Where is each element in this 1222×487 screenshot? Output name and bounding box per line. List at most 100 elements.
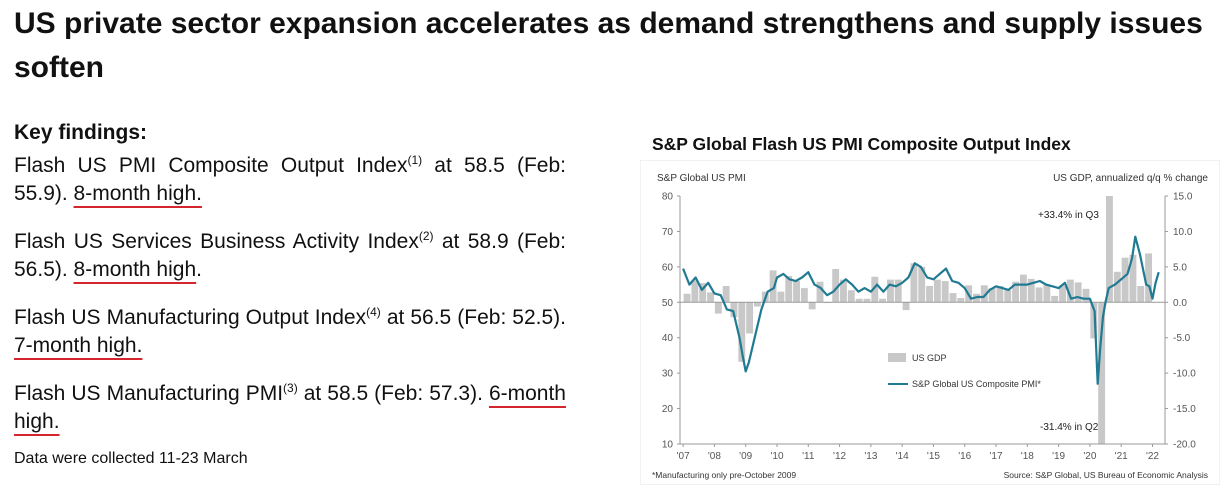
x-tick-label: '16 [958, 451, 971, 462]
gdp-bar [847, 290, 855, 303]
x-tick-label: '08 [708, 451, 721, 462]
x-tick-label: '13 [864, 451, 877, 462]
finding-highlight: 7-month high. [14, 334, 143, 357]
gdp-bar [1004, 290, 1012, 303]
gdp-bar [996, 285, 1004, 303]
finding-composite: Flash US PMI Composite Output Index(1) a… [14, 146, 566, 208]
finding-value: at 56.5 (Feb: 52.5). [380, 306, 566, 329]
key-findings-panel: Key findings: Flash US PMI Composite Out… [14, 120, 566, 468]
collection-note: Data were collected 11-23 March [14, 450, 248, 467]
gdp-bar [832, 268, 840, 303]
gdp-bar [894, 279, 902, 303]
gdp-bar [1090, 302, 1098, 339]
gdp-bar [918, 266, 926, 303]
right-tick-label: -15.0 [1173, 404, 1196, 415]
gdp-bar [808, 302, 816, 310]
gdp-bar [855, 298, 863, 303]
finding-manufacturing-output: Flash US Manufacturing Output Index(4) a… [14, 298, 566, 360]
x-tick-label: '17 [990, 451, 1003, 462]
annotation-q3: +33.4% in Q3 [1038, 210, 1099, 221]
finding-label: Flash US Manufacturing PMI [14, 382, 284, 405]
gdp-bar [926, 285, 933, 303]
gdp-bar [1059, 285, 1066, 303]
right-tick-label: 5.0 [1173, 262, 1187, 273]
x-tick-label: '21 [1115, 451, 1128, 462]
gdp-bar [738, 302, 746, 362]
left-tick-label: 20 [662, 404, 674, 415]
gdp-bar [1027, 278, 1035, 303]
left-tick-label: 40 [662, 333, 674, 344]
finding-highlight: 6-month high. [14, 382, 566, 433]
gdp-bar [1129, 254, 1137, 303]
gdp-bar [933, 279, 941, 303]
gdp-bar [785, 276, 793, 303]
gdp-bar [988, 288, 996, 303]
finding-value: at 58.5 (Feb: 55.9). [14, 154, 567, 205]
x-tick-label: '15 [927, 451, 940, 462]
gdp-bar [816, 281, 824, 303]
gdp-bar [1035, 287, 1043, 303]
right-tick-label: 0.0 [1173, 298, 1187, 309]
gdp-bar [754, 302, 761, 307]
gdp-bar [949, 293, 957, 303]
gdp-bar [746, 302, 754, 334]
x-tick-label: '20 [1083, 451, 1096, 462]
gdp-bar [1121, 257, 1129, 303]
gdp-bar [1043, 284, 1051, 303]
gdp-bar [683, 293, 691, 303]
gdp-bar [886, 279, 894, 303]
left-tick-label: 60 [662, 262, 674, 273]
right-tick-label: -5.0 [1173, 333, 1191, 344]
right-tick-label: -10.0 [1173, 369, 1196, 380]
x-tick-label: '12 [833, 451, 846, 462]
x-tick-label: '11 [802, 451, 815, 462]
x-tick-label: '19 [1052, 451, 1065, 462]
right-tick-label: 10.0 [1173, 227, 1193, 238]
left-tick-label: 30 [662, 369, 674, 380]
gdp-bar [714, 302, 722, 314]
right-tick-label: 15.0 [1173, 192, 1193, 203]
gdp-bar [1113, 271, 1121, 303]
legend-pmi-label: S&P Global US Composite PMI* [912, 379, 1041, 389]
x-tick-label: '10 [770, 451, 783, 462]
x-tick-label: '18 [1021, 451, 1034, 462]
right-tick-label: -20.0 [1173, 440, 1196, 451]
left-tick-label: 80 [662, 192, 674, 203]
gdp-bar [863, 298, 871, 303]
left-axis-label: S&P Global US PMI [657, 173, 746, 184]
key-findings-heading: Key findings: [14, 121, 148, 144]
gdp-bar [902, 302, 910, 311]
gdp-bar [941, 281, 949, 303]
gdp-bar [793, 281, 800, 303]
legend-gdp-label: US GDP [912, 353, 947, 363]
gdp-bar [1098, 302, 1106, 444]
left-tick-label: 10 [662, 440, 674, 451]
gdp-bars [683, 196, 1153, 444]
x-tick-label: '22 [1146, 451, 1159, 462]
x-tick-label: '07 [677, 451, 690, 462]
finding-highlight: 8-month high. [73, 182, 202, 205]
gdp-bar [730, 302, 738, 318]
finding-services: Flash US Services Business Activity Inde… [14, 229, 567, 281]
gdp-bar [1074, 282, 1082, 303]
left-tick-label: 70 [662, 227, 674, 238]
gdp-bar [980, 285, 988, 303]
gdp-bar [691, 280, 699, 303]
chart-legend: US GDP S&P Global US Composite PMI* [888, 353, 1041, 389]
gdp-bar [1137, 285, 1145, 303]
footnote-ref: (4) [366, 305, 381, 319]
pmi-chart: S&P Global US PMI US GDP, annualized q/q… [640, 160, 1220, 485]
gdp-bar [1066, 279, 1074, 303]
chart-axes: 80 70 60 50 40 30 20 10 15.0 10.0 5.0 0.0 -5.0 -10.0 -… [662, 192, 1196, 463]
gdp-bar [1051, 295, 1059, 303]
gdp-bar [910, 263, 918, 303]
chart-footnote: *Manufacturing only pre-October 2009 [652, 470, 796, 480]
gdp-bar [777, 291, 785, 303]
gdp-bar [1082, 288, 1090, 303]
gdp-bar [722, 285, 730, 303]
gdp-bar [840, 279, 847, 303]
chart-frame [640, 160, 1220, 485]
gdp-bar [1012, 281, 1020, 303]
chart-title: S&P Global Flash US PMI Composite Output… [652, 134, 1071, 154]
finding-value: at 58.9 (Feb: 56.5). [14, 230, 567, 281]
